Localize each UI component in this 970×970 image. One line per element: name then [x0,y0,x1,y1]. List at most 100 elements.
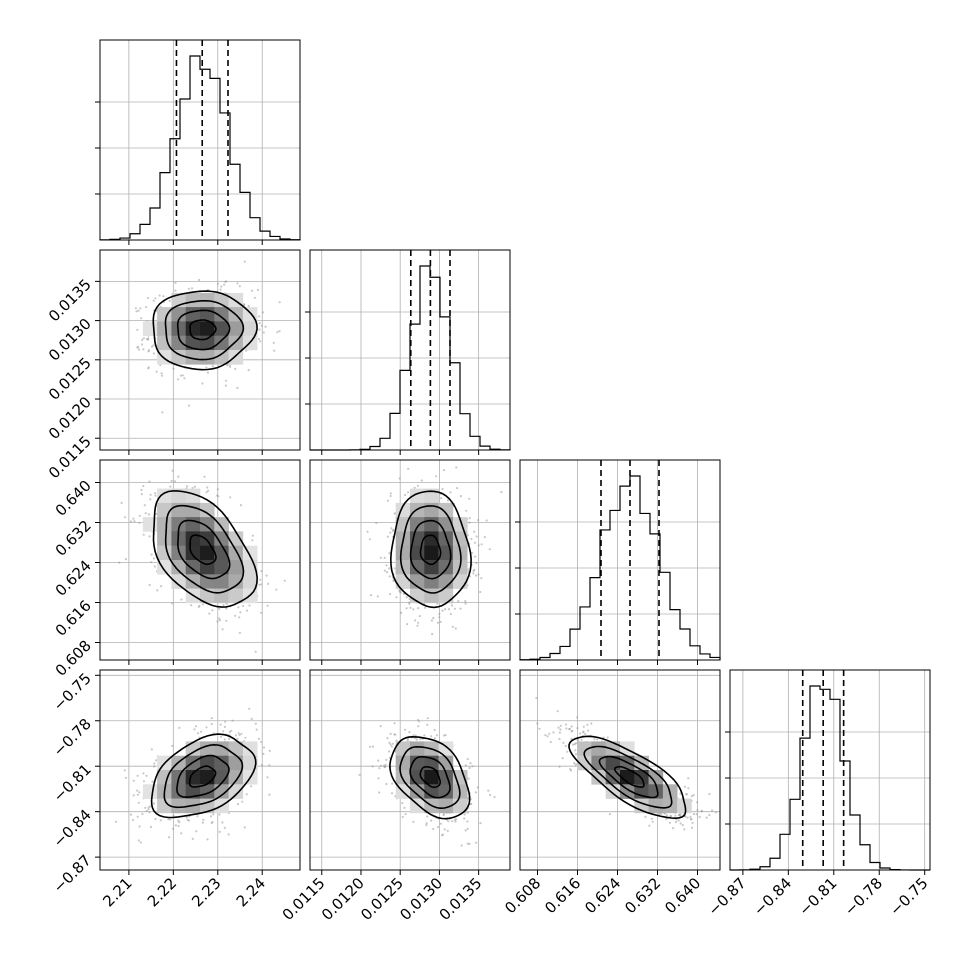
scatter-point [430,735,433,738]
scatter-point [439,620,442,624]
scatter-point [190,287,194,290]
scatter-point [489,793,492,797]
scatter-point [141,338,144,341]
scatter-point [205,366,208,369]
scatter-point [440,497,443,500]
scatter-point [193,728,196,731]
scatter-point [689,815,692,819]
scatter-point [485,519,488,522]
scatter-point [442,814,445,817]
scatter-point [433,728,436,732]
density-cell [438,741,454,756]
scatter-point [388,741,391,745]
density-cell [438,574,454,589]
scatter-point [250,785,253,788]
scatter-point [546,735,549,738]
axes-frame [99,39,301,241]
scatter-point [223,738,226,741]
scatter-point [447,608,451,611]
scatter-point [435,475,438,478]
scatter-point [124,558,127,561]
scatter-point [181,374,184,377]
density-cell [214,784,229,799]
scatter-point [584,732,587,736]
y-tick-label-p2: 0.0125 [45,354,95,404]
scatter-point [385,758,388,762]
density-cell [171,307,186,322]
scatter-point [205,726,208,729]
scatter-point [463,817,466,820]
density-cell [200,741,215,756]
scatter-point [225,280,228,283]
scatter-point [142,780,146,783]
x-tick-label-p4: −0.75 [886,874,931,919]
y-tick-label-p4: −0.81 [50,760,95,805]
scatter-point [174,281,177,284]
scatter-point [558,731,562,734]
scatter-point [229,365,232,368]
scatter-point [142,348,145,351]
scatter-point [408,601,411,604]
scatter-point [454,820,457,823]
scatter-point [225,619,228,622]
contour-level-1 [189,319,217,341]
density-cell [452,531,468,546]
scatter-point [414,619,417,622]
density-cell [157,531,172,546]
scatter-point [392,579,395,583]
scatter-point [134,307,137,310]
scatter-point [436,826,440,829]
scatter-point [159,364,162,367]
scatter-point [187,287,190,290]
scatter-point [385,564,388,567]
scatter-point [477,544,480,547]
scatter-point [574,749,577,752]
scatter-point [416,484,420,487]
scatter-point [147,808,150,811]
scatter-point [392,528,395,532]
scatter-point [474,541,477,544]
scatter-point [436,621,439,624]
scatter-point [180,598,183,601]
scatter-point [196,815,199,818]
scatter-point [412,820,415,824]
density-cell [214,335,229,351]
contour-level-4 [568,735,687,820]
density-cell [242,321,258,336]
scatter-point [139,841,142,844]
density-cell [185,531,201,546]
scatter-point [220,285,223,288]
scatter-point [183,377,186,380]
density-cell [185,545,201,561]
density-cell [648,770,664,785]
panel-content [520,670,720,870]
scatter-point [687,787,690,790]
contour-level-1 [188,765,217,788]
scatter-point [564,723,568,726]
scatter-point [377,777,380,780]
x-tick-label-p2: 0.0120 [318,874,368,924]
scatter-point [136,328,139,331]
scatter-point [140,317,143,320]
contour-level-1 [419,766,441,789]
density-cell [200,798,215,814]
scatter-point [177,378,180,381]
scatter-point [451,625,454,628]
scatter-point [228,737,231,741]
scatter-point [203,475,206,478]
y-tick-label-p3: 0.608 [52,637,95,680]
density-cell [410,755,425,771]
scatter-point [696,801,699,804]
density-cell [395,545,411,561]
scatter-point [470,537,473,541]
density-cell [200,502,215,518]
scatter-point [153,565,156,568]
scatter-point [172,814,175,817]
scatter-point [391,742,394,745]
scatter-point [206,371,209,374]
scatter-point [438,616,441,619]
scatter-point [426,815,429,818]
density-cell [185,517,201,532]
density-cell [200,350,215,365]
scatter-point [393,722,396,725]
